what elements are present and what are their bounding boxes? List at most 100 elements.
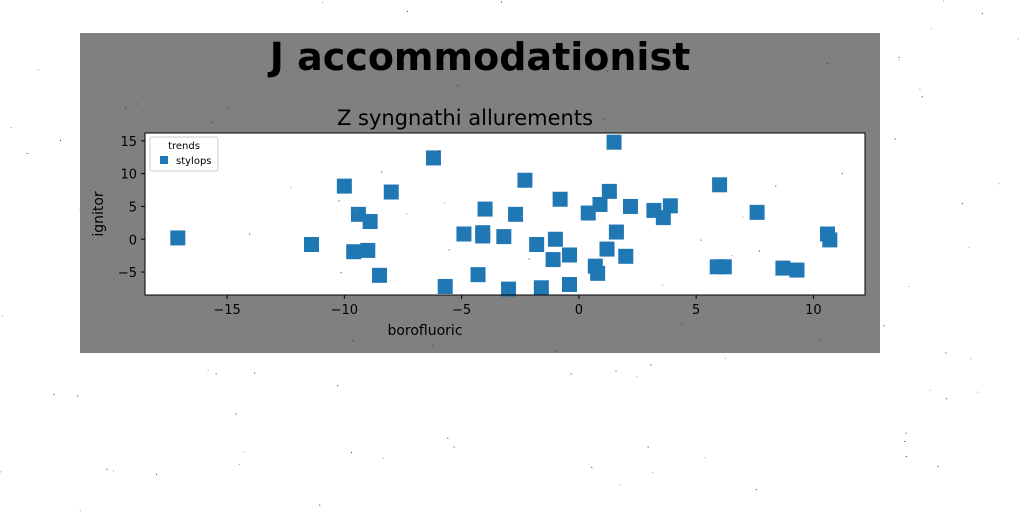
y-tick-label: 0 — [129, 233, 137, 248]
speckle — [742, 216, 744, 218]
speckle — [382, 457, 384, 459]
x-tick-label: −10 — [331, 303, 358, 318]
speckle — [527, 84, 529, 86]
speckle — [836, 123, 838, 125]
data-point — [346, 244, 362, 260]
speckle — [919, 88, 921, 90]
speckle — [423, 46, 425, 48]
speckle — [113, 470, 114, 472]
speckle — [53, 393, 55, 395]
speckle — [407, 120, 409, 122]
speckle — [904, 441, 906, 442]
speckle — [509, 285, 511, 287]
speckle — [921, 96, 923, 98]
speckle — [352, 340, 354, 342]
speckle — [534, 287, 536, 289]
speckle — [555, 350, 557, 352]
speckle — [319, 504, 321, 506]
speckle — [724, 357, 726, 359]
data-point — [561, 247, 577, 263]
speckle — [650, 364, 652, 366]
legend-label: stylops — [176, 156, 212, 167]
speckle — [241, 337, 243, 339]
speckle — [174, 40, 176, 41]
x-tick-label: −15 — [213, 303, 240, 318]
y-tick-label: 15 — [120, 135, 137, 150]
y-tick-label: −5 — [118, 266, 137, 281]
speckle — [883, 325, 885, 327]
speckle — [0, 471, 2, 473]
data-point — [822, 232, 838, 248]
data-point — [360, 242, 376, 258]
speckle — [338, 200, 340, 202]
speckle — [156, 473, 158, 475]
speckle — [908, 286, 910, 288]
data-point — [592, 196, 608, 212]
speckle — [106, 468, 108, 470]
data-point — [716, 259, 732, 275]
speckle — [77, 395, 79, 397]
speckle — [322, 2, 323, 4]
data-point — [437, 278, 453, 294]
data-point — [529, 236, 545, 252]
speckle — [340, 78, 342, 80]
speckle — [381, 171, 383, 173]
speckle — [755, 489, 757, 491]
data-point — [508, 206, 524, 222]
data-point — [547, 231, 563, 247]
speckle — [1017, 38, 1019, 40]
speckle — [905, 456, 907, 457]
speckle — [636, 376, 638, 378]
data-point — [749, 204, 765, 220]
speckle — [775, 185, 777, 187]
data-point — [350, 206, 366, 222]
y-tick-label: 10 — [120, 168, 137, 183]
data-point — [622, 198, 638, 214]
speckle — [607, 70, 609, 72]
data-point — [552, 191, 568, 207]
data-point — [655, 210, 671, 226]
legend-title: trends — [168, 141, 200, 152]
speckle — [79, 208, 81, 210]
speckle — [937, 465, 939, 467]
speckle — [337, 385, 339, 387]
speckle — [406, 213, 408, 215]
data-point — [561, 277, 577, 293]
speckle — [905, 432, 907, 434]
data-point — [336, 178, 352, 194]
speckle — [60, 140, 61, 141]
speckle — [26, 153, 28, 154]
data-point — [304, 236, 320, 252]
speckle — [731, 255, 733, 257]
speckle — [119, 320, 121, 322]
speckle — [945, 352, 947, 354]
speckle — [820, 338, 822, 340]
data-point — [590, 265, 606, 281]
data-point — [501, 281, 517, 297]
speckle — [898, 59, 900, 61]
speckle — [340, 272, 342, 274]
speckle — [943, 0, 944, 2]
data-point — [383, 184, 399, 200]
speckle — [136, 103, 138, 105]
speckle — [37, 69, 39, 71]
speckle — [406, 11, 408, 12]
data-point — [662, 198, 678, 214]
speckle — [704, 457, 706, 459]
speckle — [652, 472, 654, 474]
speckle — [603, 118, 605, 120]
speckle — [235, 413, 237, 415]
speckle — [615, 370, 617, 372]
data-point — [606, 134, 622, 150]
speckle — [591, 466, 593, 468]
speckle — [207, 370, 209, 372]
speckle — [570, 373, 572, 375]
speckle — [501, 1, 502, 3]
speckle — [444, 202, 446, 204]
speckle — [215, 373, 217, 375]
speckle — [351, 451, 352, 453]
speckle — [438, 151, 440, 152]
speckle — [826, 62, 828, 64]
speckle — [578, 347, 580, 349]
speckle — [228, 107, 230, 108]
